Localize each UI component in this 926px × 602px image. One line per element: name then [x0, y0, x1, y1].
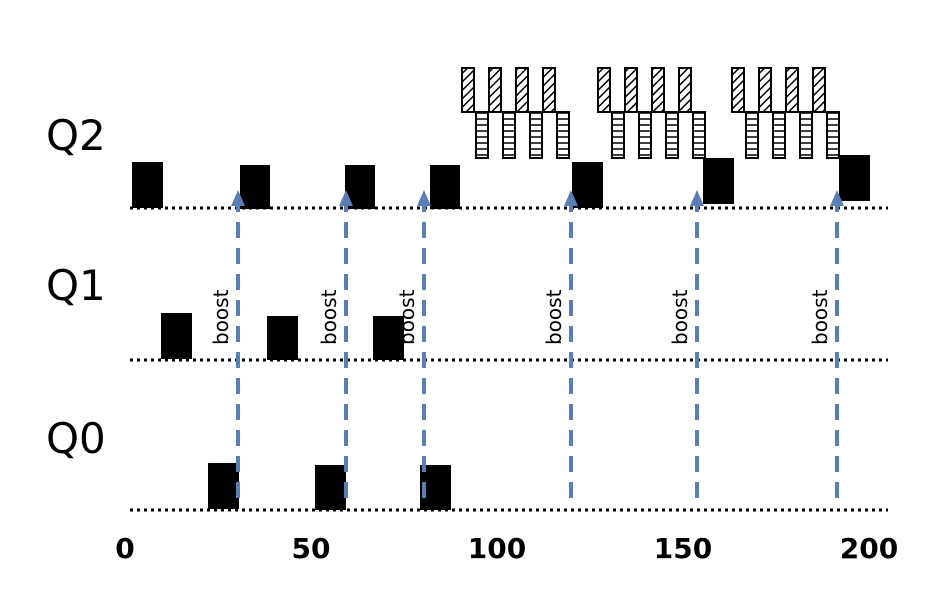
job-block — [240, 165, 270, 209]
job-block — [839, 155, 870, 201]
interactive-job-block — [785, 67, 799, 113]
interactive-io-block — [638, 111, 652, 159]
boost-arrowhead — [690, 190, 704, 206]
interactive-job-block — [678, 67, 692, 113]
x-tick-100: 100 — [468, 532, 526, 565]
boost-label: boost — [395, 289, 419, 345]
interactive-io-block — [772, 111, 786, 159]
interactive-io-block — [745, 111, 759, 159]
boost-arrowhead — [231, 190, 245, 206]
interactive-job-block — [624, 67, 638, 113]
interactive-io-block — [692, 111, 706, 159]
job-block — [572, 162, 603, 208]
job-block — [132, 162, 163, 208]
interactive-io-block — [556, 111, 570, 159]
interactive-io-block — [502, 111, 516, 159]
interactive-io-block — [475, 111, 489, 159]
boost-label: boost — [209, 289, 233, 345]
interactive-job-block — [461, 67, 475, 113]
boost-arrowhead — [339, 190, 353, 206]
boost-arrowhead — [417, 190, 431, 206]
boost-label: boost — [542, 289, 566, 345]
boost-arrows: boost boost boost boost boost boost — [209, 190, 844, 498]
job-block — [430, 165, 460, 209]
job-block — [161, 313, 192, 359]
x-tick-0: 0 — [115, 532, 134, 565]
boost-label: boost — [317, 289, 341, 345]
interactive-job-block — [488, 67, 502, 113]
job-block — [208, 463, 239, 509]
boost-label: boost — [668, 289, 692, 345]
interactive-job-block — [651, 67, 665, 113]
interactive-job-block — [542, 67, 556, 113]
x-tick-200: 200 — [840, 532, 898, 565]
interactive-io-block — [665, 111, 679, 159]
boost-arrowhead — [830, 190, 844, 206]
queue-label-q2: Q2 — [46, 111, 106, 160]
job-block — [267, 316, 298, 360]
interactive-job-block — [731, 67, 745, 113]
boost-label: boost — [808, 289, 832, 345]
interactive-job-block — [758, 67, 772, 113]
job-block — [703, 158, 734, 204]
interactive-io-block — [611, 111, 625, 159]
interactive-job-block — [515, 67, 529, 113]
x-tick-150: 150 — [654, 532, 712, 565]
interactive-io-block — [529, 111, 543, 159]
interactive-job-block — [812, 67, 826, 113]
queue-label-q1: Q1 — [46, 261, 106, 310]
job-block — [373, 316, 404, 360]
interactive-io-block — [826, 111, 840, 159]
queue-label-q0: Q0 — [46, 414, 106, 463]
job-block — [315, 465, 346, 510]
boost-arrowhead — [564, 190, 578, 206]
interactive-io-block — [799, 111, 813, 159]
interactive-job-block — [597, 67, 611, 113]
interactive-bursts — [461, 67, 840, 159]
x-tick-50: 50 — [292, 532, 331, 565]
